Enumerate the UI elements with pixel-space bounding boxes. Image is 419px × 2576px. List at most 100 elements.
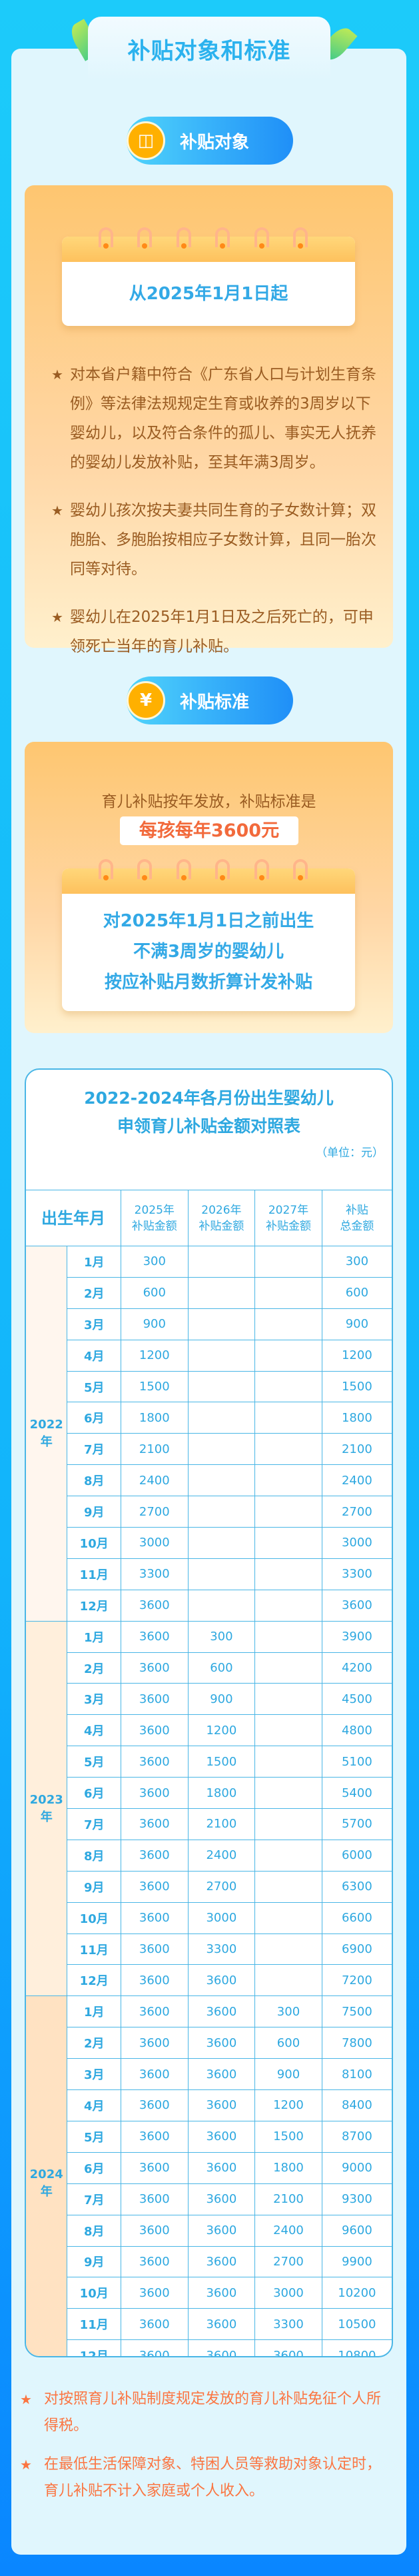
amount-cell: 4200	[321, 1652, 392, 1684]
amount-cell: 2400	[254, 2214, 322, 2247]
amount-cell: 6900	[321, 1933, 392, 1965]
table-row: 3月 900 900	[26, 1308, 392, 1340]
table-title: 2022-2024年各月份出生婴幼儿 申领育儿补贴金额对照表	[84, 1088, 334, 1136]
amount-cell: 3600	[121, 1683, 189, 1716]
amount-cell	[254, 1558, 322, 1590]
month-cell: 12月	[67, 1964, 121, 1997]
table-row: 7月 3600 3600 2100 9300	[26, 2183, 392, 2215]
amount-cell	[254, 1433, 322, 1466]
table-row: 10月 3600 3000 6600	[26, 1902, 392, 1934]
bullet-item: ★ 对本省户籍中符合《广东省人口与计划生育条例》等法律法规规定生育或收养的3周岁以…	[51, 360, 378, 477]
amount-cell: 5400	[321, 1777, 392, 1810]
yuan-money-icon: ¥	[127, 681, 165, 720]
table-row: 8月 2400 2400	[26, 1464, 392, 1497]
month-cell: 3月	[67, 1683, 121, 1716]
standard-text: 育儿补贴按年发放，补贴标准是	[101, 793, 316, 810]
year-cell: 2022 年	[26, 1246, 68, 1622]
amount-cell	[187, 1402, 256, 1434]
year-cell: 2024 年	[26, 1995, 68, 2356]
amount-cell	[254, 1746, 322, 1778]
amount-cell: 5100	[321, 1746, 392, 1778]
table-row: 6月 1800 1800	[26, 1402, 392, 1434]
table-row: 5月 3600 3600 1500 8700	[26, 2120, 392, 2153]
amount-cell: 3000	[254, 2277, 322, 2309]
amount-cell: 3600	[121, 1870, 189, 1903]
amount-cell	[254, 1276, 322, 1309]
baby-stroller-icon: ◫	[127, 121, 165, 160]
month-cell: 2月	[67, 1276, 121, 1309]
calendar-header	[62, 859, 355, 894]
amount-cell	[187, 1246, 256, 1278]
month-cell: 6月	[67, 2151, 121, 2184]
page-title-tab: 补贴对象和标准	[88, 17, 330, 81]
amount-cell	[187, 1370, 256, 1403]
notes: ★ 对按照育儿补贴制度规定发放的育儿补贴免征个人所得税。 ★ 在最低生活保障对象、特…	[20, 2386, 393, 2517]
month-cell: 2月	[67, 2027, 121, 2059]
amount-cell: 2400	[187, 1839, 256, 1872]
amount-cell: 9300	[321, 2183, 392, 2215]
table-row: 11月 3300 3300	[26, 1558, 392, 1590]
amount-cell: 10500	[321, 2308, 392, 2341]
amount-cell	[187, 1276, 256, 1309]
amount-cell: 3600	[121, 2308, 189, 2341]
amount-cell: 4800	[321, 1714, 392, 1747]
column-header: 2027年 补贴金额	[254, 1190, 322, 1246]
month-cell: 5月	[67, 2120, 121, 2153]
month-cell: 10月	[67, 2277, 121, 2309]
table-row: 5月 3600 1500 5100	[26, 1746, 392, 1778]
amount-cell: 3600	[187, 2089, 256, 2121]
amount-cell	[254, 1246, 322, 1278]
amount-cell	[254, 1652, 322, 1684]
page-title: 补贴对象和标准	[127, 37, 291, 65]
amount-cell: 3300	[121, 1558, 189, 1590]
amount-cell: 3600	[187, 2214, 256, 2247]
table-row: 2月 3600 600 4200	[26, 1652, 392, 1684]
amount-cell: 3600	[121, 2183, 189, 2215]
amount-cell: 8400	[321, 2089, 392, 2121]
amount-cell: 3600	[187, 2058, 256, 2091]
amount-cell: 3600	[121, 2245, 189, 2278]
amount-cell: 3600	[254, 2339, 322, 2356]
amount-cell: 3600	[121, 1839, 189, 1872]
amount-cell	[187, 1589, 256, 1622]
section-label: 补贴对象	[180, 132, 250, 153]
amount-cell	[187, 1339, 256, 1372]
table-row: 8月 3600 3600 2400 9600	[26, 2214, 392, 2247]
month-cell: 4月	[67, 1339, 121, 1372]
table-row: 6月 3600 1800 5400	[26, 1777, 392, 1810]
month-cell: 8月	[67, 2214, 121, 2247]
target-bullets: ★ 对本省户籍中符合《广东省人口与计划生育条例》等法律法规规定生育或收养的3周岁以…	[51, 360, 378, 680]
amount-cell: 7200	[321, 1964, 392, 1997]
amount-cell: 3600	[187, 2277, 256, 2309]
amount-cell: 3900	[321, 1620, 392, 1653]
amount-cell: 1200	[121, 1339, 189, 1372]
month-cell: 4月	[67, 2089, 121, 2121]
amount-cell: 2700	[254, 2245, 322, 2278]
star-icon: ★	[51, 367, 63, 383]
month-cell: 11月	[67, 1558, 121, 1590]
amount-cell: 3600	[321, 1589, 392, 1622]
amount-cell: 3600	[121, 2339, 189, 2356]
amount-cell: 3600	[187, 1995, 256, 2028]
amount-cell: 3600	[187, 2308, 256, 2341]
table-row: 8月 3600 2400 6000	[26, 1839, 392, 1872]
month-cell: 9月	[67, 1496, 121, 1528]
table-row: 12月 3600 3600	[26, 1589, 392, 1622]
month-cell: 10月	[67, 1902, 121, 1934]
table-row: 10月 3600 3600 3000 10200	[26, 2277, 392, 2309]
section-label: 补贴标准	[180, 692, 250, 712]
month-cell: 3月	[67, 1308, 121, 1340]
amount-cell: 900	[321, 1308, 392, 1340]
table-row: 12月 3600 3600 3600 10800	[26, 2339, 392, 2356]
amount-cell: 10200	[321, 2277, 392, 2309]
amount-cell: 3600	[187, 2027, 256, 2059]
month-cell: 5月	[67, 1370, 121, 1403]
amount-cell: 9900	[321, 2245, 392, 2278]
table-row: 2月 3600 3600 600 7800	[26, 2027, 392, 2059]
bullet-item: ★ 婴幼儿在2025年1月1日及之后死亡的，可申领死亡当年的育儿补贴。	[51, 603, 378, 661]
subsidy-standard-card: 育儿补贴按年发放，补贴标准是 每孩每年3600元 对2025年1月1日之前出生 …	[25, 742, 393, 1033]
amount-cell: 3600	[121, 1933, 189, 1965]
amount-cell: 1200	[254, 2089, 322, 2121]
amount-cell: 2100	[187, 1808, 256, 1840]
year-cell: 2023 年	[26, 1620, 68, 1997]
